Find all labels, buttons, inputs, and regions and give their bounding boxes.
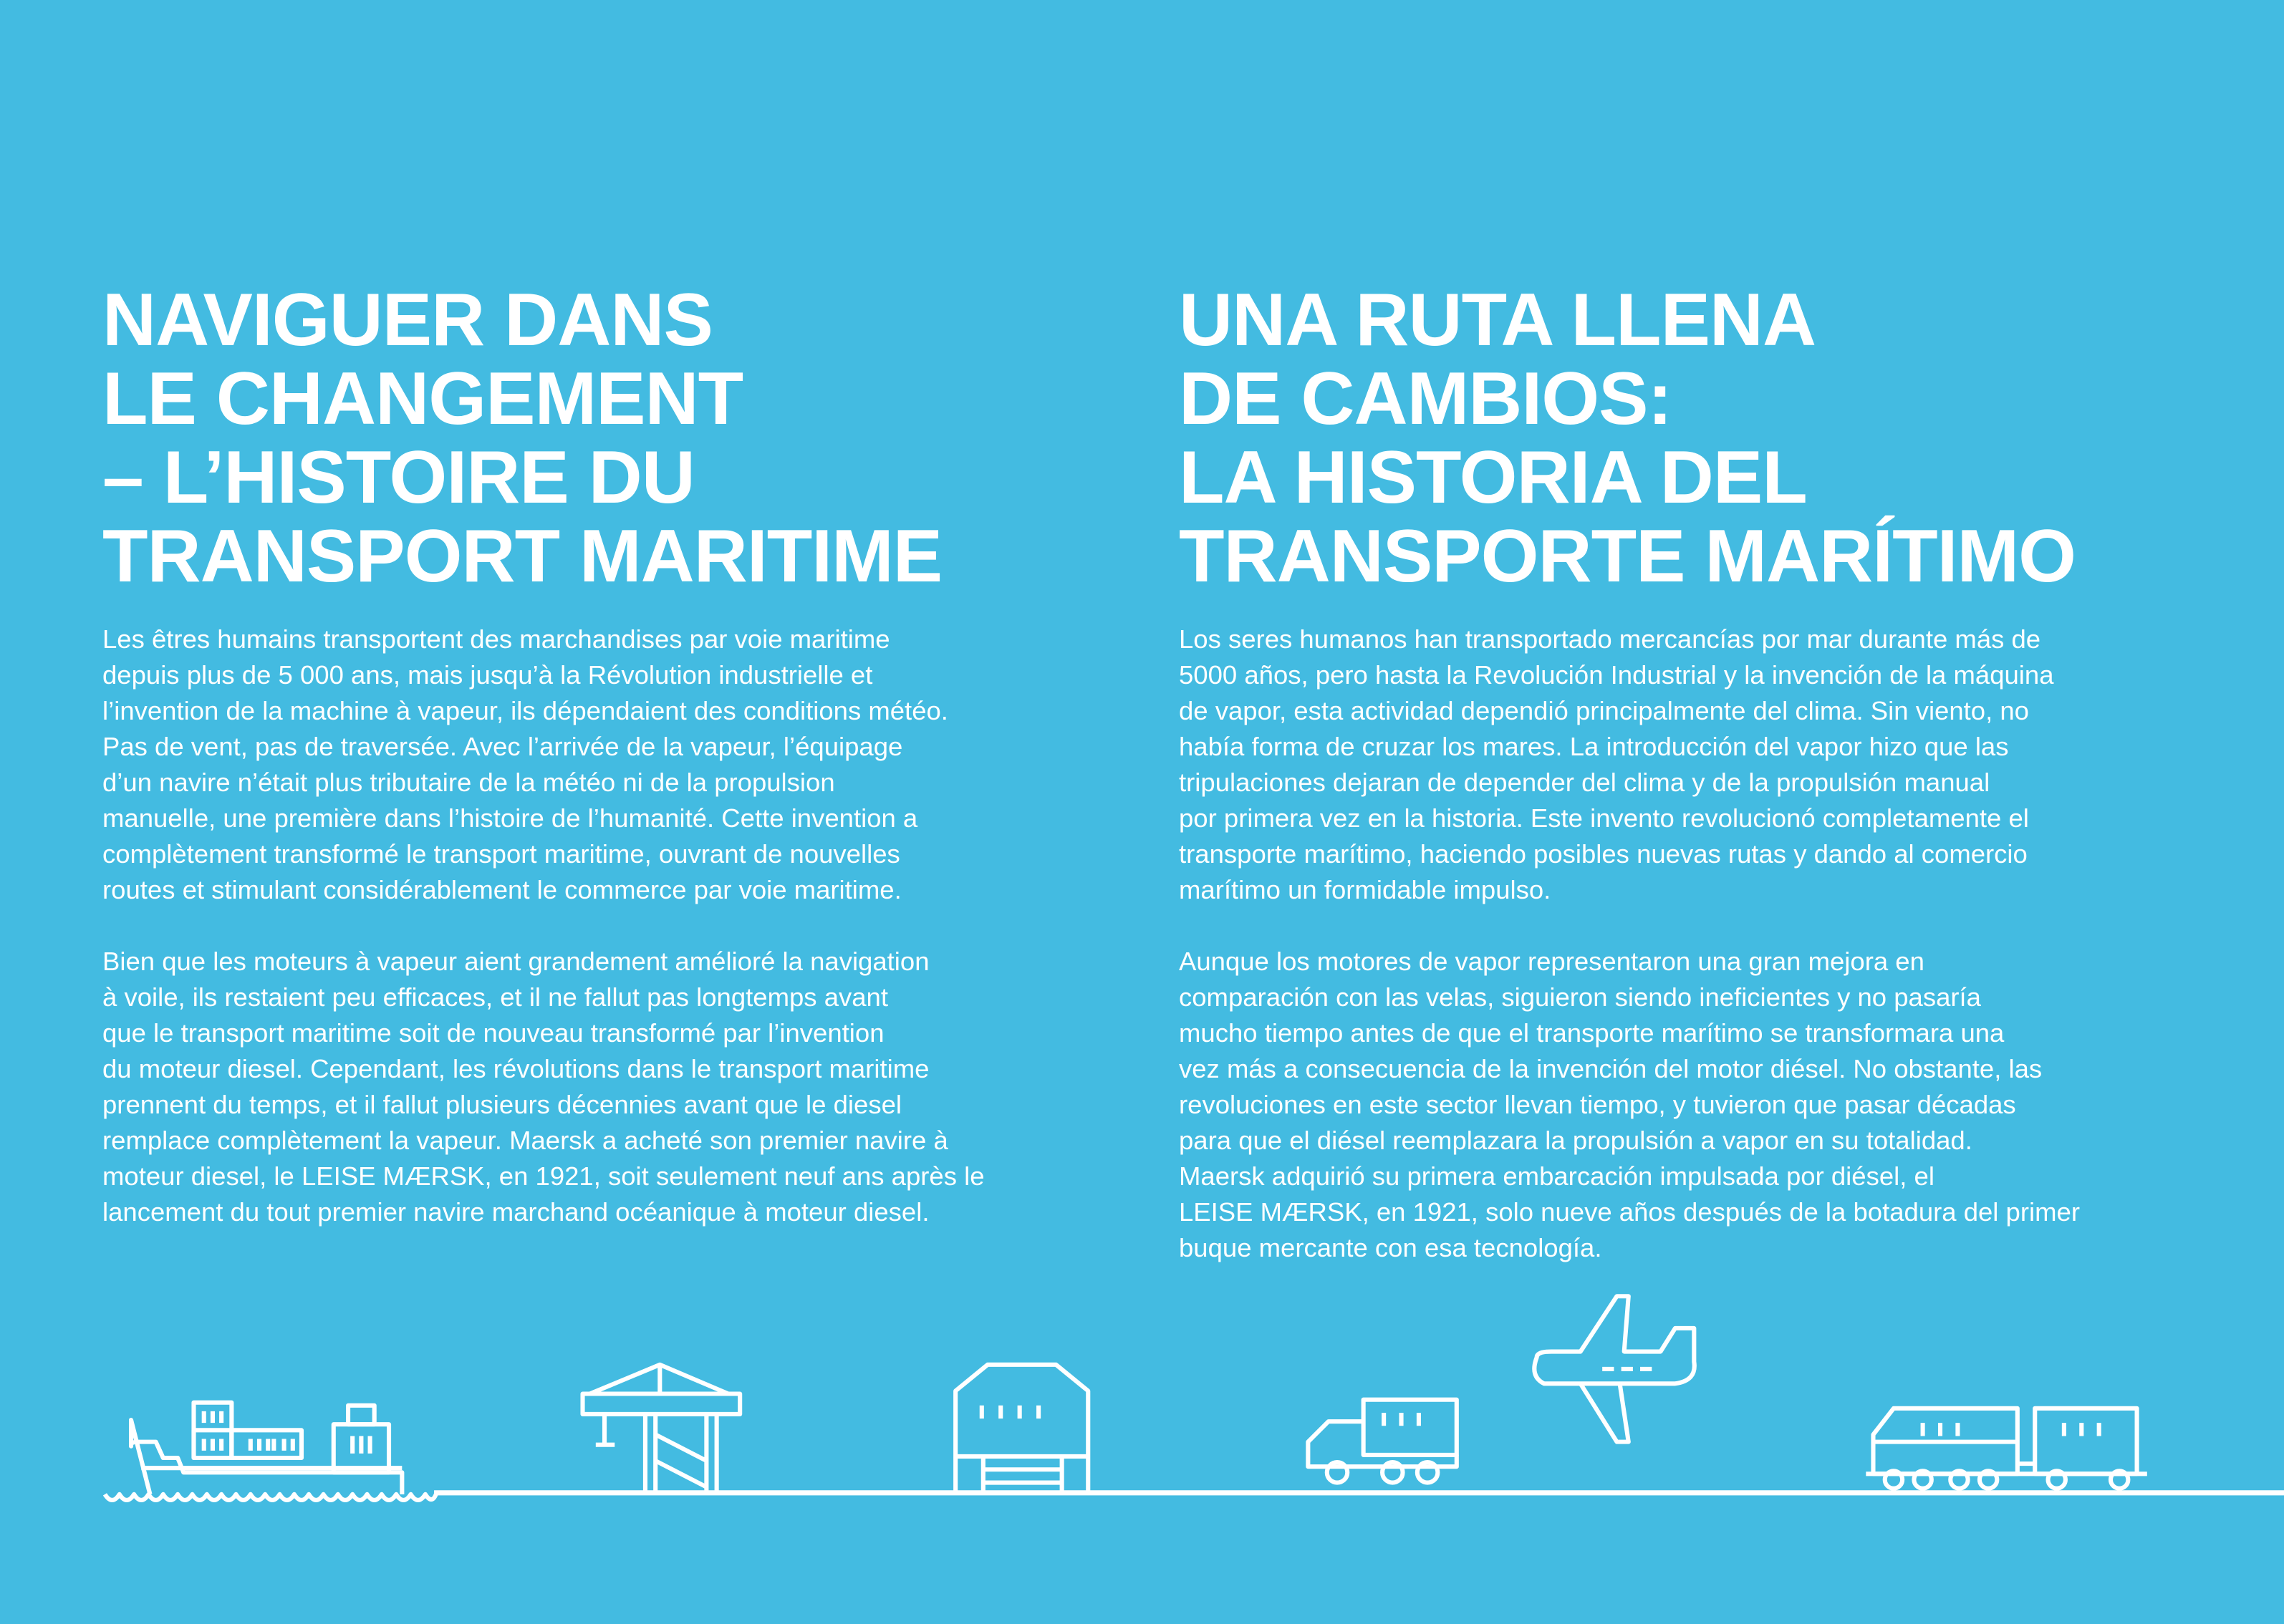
airplane-icon <box>1532 1294 1697 1444</box>
spanish-column: UNA RUTA LLENA DE CAMBIOS: LA HISTORIA D… <box>1179 281 2253 1266</box>
french-column: NAVIGUER DANS LE CHANGEMENT – L’HISTOIRE… <box>102 281 1141 1230</box>
french-paragraph-2: Bien que les moteurs à vapeur aient gran… <box>102 947 985 1227</box>
french-paragraph-1: Les êtres humains transportent des march… <box>102 624 948 904</box>
truck-icon <box>1306 1397 1459 1485</box>
spanish-paragraph-2: Aunque los motores de vapor representaro… <box>1179 947 2080 1262</box>
warehouse-icon <box>953 1362 1091 1493</box>
container-ship-icon <box>102 1400 440 1502</box>
spanish-title: UNA RUTA LLENA DE CAMBIOS: LA HISTORIA D… <box>1179 279 2076 598</box>
train-icon <box>1866 1406 2147 1491</box>
french-title: NAVIGUER DANS LE CHANGEMENT – L’HISTOIRE… <box>102 279 943 598</box>
port-crane-icon <box>580 1362 743 1493</box>
spanish-paragraph-1: Los seres humanos han transportado merca… <box>1179 624 2054 904</box>
